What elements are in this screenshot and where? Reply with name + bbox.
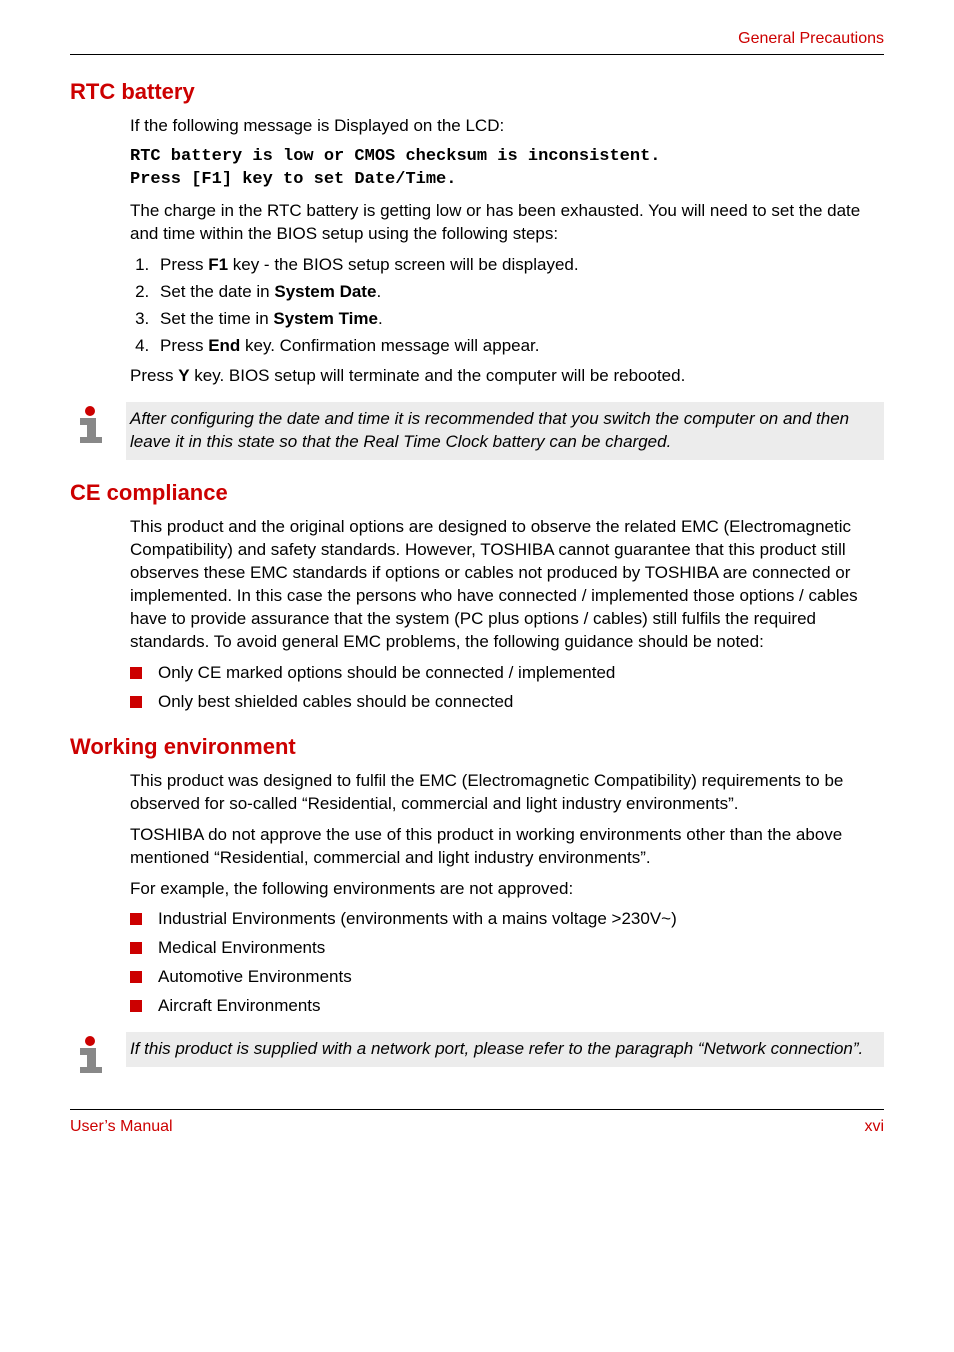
rtc-step-3: Set the time in System Time. [154, 308, 884, 331]
rtc-note-row: After configuring the date and time it i… [70, 402, 884, 460]
ce-para: This product and the original options ar… [130, 516, 884, 654]
work-body: This product was designed to fulfil the … [130, 770, 884, 1018]
section-title-rtc: RTC battery [70, 79, 884, 105]
rtc-code-line2: Press [F1] key to set Date/Time. [130, 170, 456, 189]
work-para2: TOSHIBA do not approve the use of this p… [130, 824, 884, 870]
rtc-step-1: Press F1 key - the BIOS setup screen wil… [154, 254, 884, 277]
info-icon [70, 402, 118, 449]
footer-left: User’s Manual [70, 1118, 173, 1136]
header-right-text: General Precautions [738, 30, 884, 47]
rtc-intro: If the following message is Displayed on… [130, 115, 884, 138]
rtc-step-2: Set the date in System Date. [154, 281, 884, 304]
page-footer: User’s Manual xvi [70, 1109, 884, 1136]
info-icon [70, 1032, 118, 1079]
page-header: General Precautions [70, 30, 884, 55]
ce-body: This product and the original options ar… [130, 516, 884, 714]
work-bullet-4: Aircraft Environments [130, 995, 884, 1018]
work-note-text: If this product is supplied with a netwo… [126, 1032, 884, 1067]
work-bullet-2: Medical Environments [130, 937, 884, 960]
ce-bullet-1: Only CE marked options should be connect… [130, 662, 884, 685]
section-title-ce: CE compliance [70, 480, 884, 506]
ce-bullets: Only CE marked options should be connect… [130, 662, 884, 714]
ce-bullet-2: Only best shielded cables should be conn… [130, 691, 884, 714]
footer-right: xvi [864, 1118, 884, 1136]
rtc-final: Press Y key. BIOS setup will terminate a… [130, 365, 884, 388]
rtc-note-text: After configuring the date and time it i… [126, 402, 884, 460]
rtc-code: RTC battery is low or CMOS checksum is i… [130, 146, 884, 192]
rtc-code-line1: RTC battery is low or CMOS checksum is i… [130, 147, 661, 166]
rtc-para2: The charge in the RTC battery is getting… [130, 200, 884, 246]
section-title-work: Working environment [70, 734, 884, 760]
work-bullets: Industrial Environments (environments wi… [130, 908, 884, 1018]
work-para3: For example, the following environments … [130, 878, 884, 901]
work-para1: This product was designed to fulfil the … [130, 770, 884, 816]
work-bullet-3: Automotive Environments [130, 966, 884, 989]
rtc-body: If the following message is Displayed on… [130, 115, 884, 388]
rtc-step-4: Press End key. Confirmation message will… [154, 335, 884, 358]
work-bullet-1: Industrial Environments (environments wi… [130, 908, 884, 931]
work-note-row: If this product is supplied with a netwo… [70, 1032, 884, 1079]
rtc-steps: Press F1 key - the BIOS setup screen wil… [130, 254, 884, 358]
